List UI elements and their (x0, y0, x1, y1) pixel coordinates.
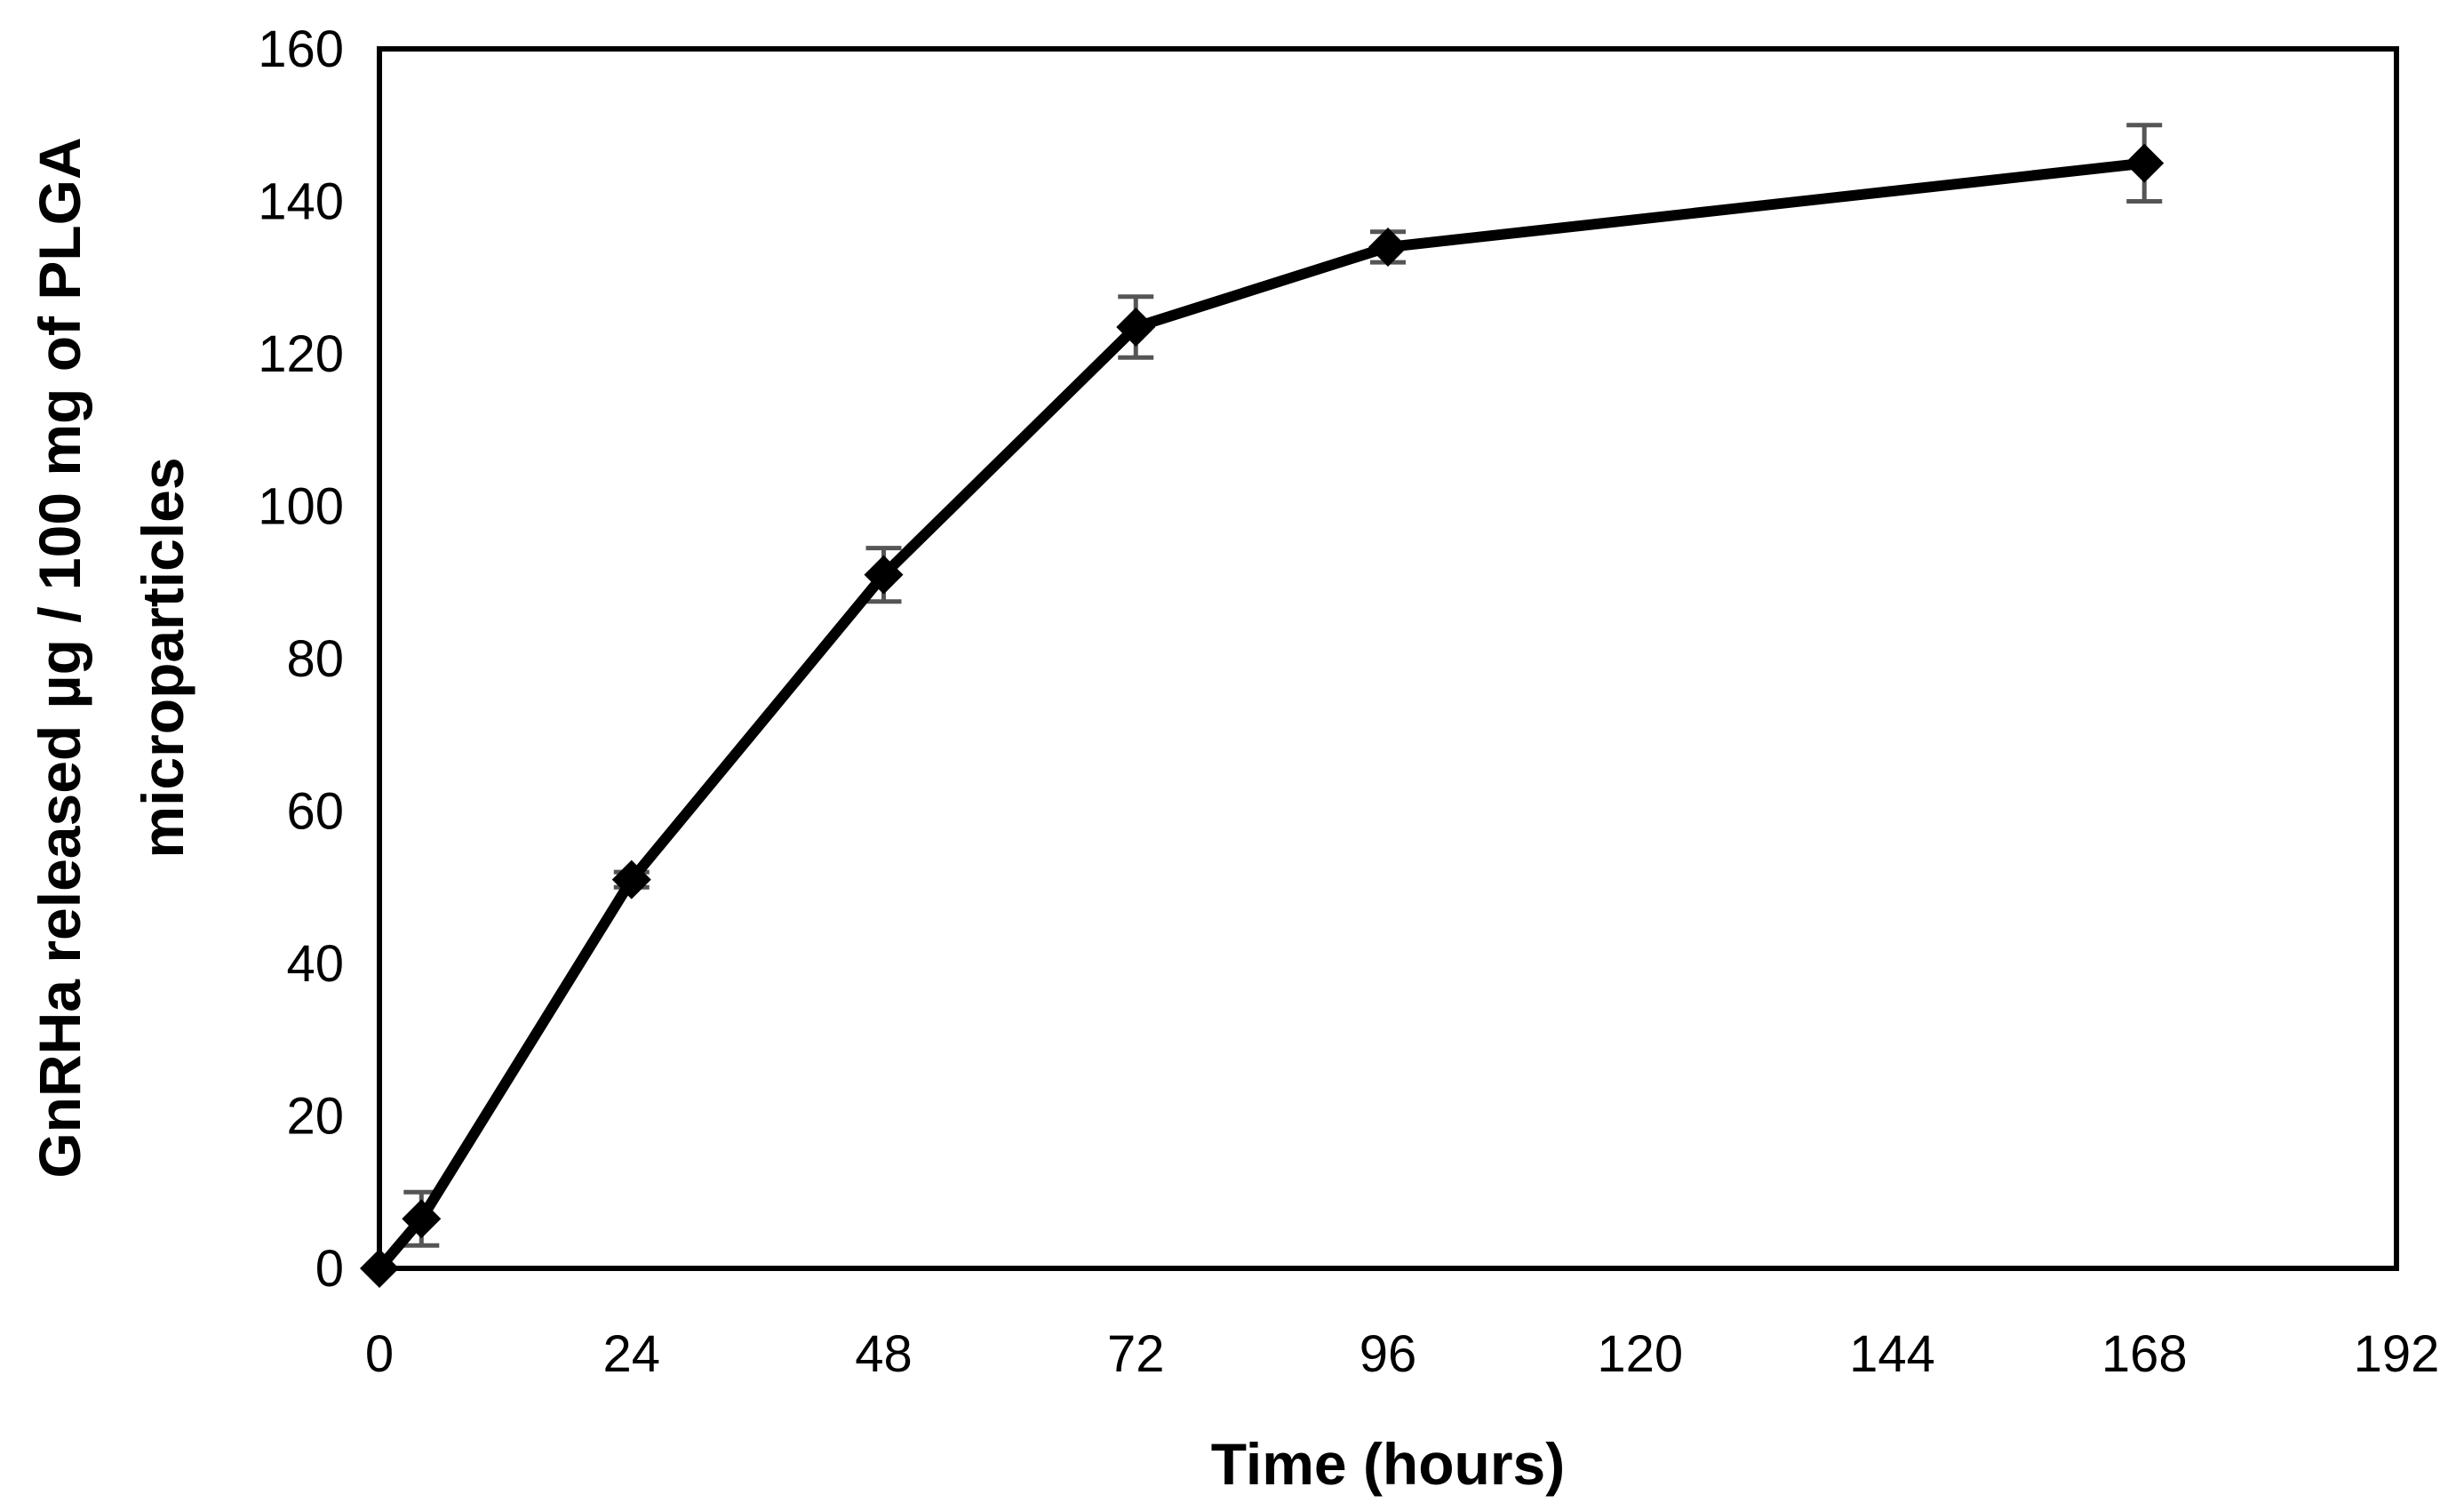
y-tick-label: 140 (258, 173, 344, 231)
x-tick-label: 24 (602, 1325, 660, 1383)
y-tick-label: 100 (258, 478, 344, 536)
data-point (864, 555, 904, 595)
x-axis-title: Time (hours) (1211, 1431, 1565, 1497)
y-axis-title-line-2: microparticles (130, 457, 195, 858)
y-tick-label: 0 (315, 1240, 344, 1298)
y-tick-labels: 0 20 40 60 80 100 120 140 160 (258, 20, 344, 1298)
y-tick-label: 120 (258, 325, 344, 383)
data-markers (360, 143, 2165, 1288)
data-point (360, 1249, 399, 1288)
y-axis-title-line-1: GnRHa released µg / 100 mg of PLGA (27, 137, 92, 1178)
x-tick-label: 72 (1107, 1325, 1165, 1383)
y-tick-label: 160 (258, 20, 344, 78)
x-tick-label: 0 (365, 1325, 394, 1383)
x-tick-label: 144 (1849, 1325, 1935, 1383)
y-axis-title: GnRHa released µg / 100 mg of PLGA micro… (27, 137, 195, 1178)
x-tick-label: 120 (1597, 1325, 1683, 1383)
y-tick-label: 40 (286, 935, 344, 993)
x-tick-label: 48 (855, 1325, 913, 1383)
y-tick-label: 20 (286, 1088, 344, 1146)
x-tick-label: 96 (1360, 1325, 1417, 1383)
data-point (2125, 143, 2165, 183)
y-tick-label: 60 (286, 783, 344, 841)
data-point (1368, 227, 1407, 267)
data-point (1116, 307, 1156, 347)
y-tick-label: 80 (286, 630, 344, 688)
x-tick-label: 192 (2354, 1325, 2440, 1383)
data-point (402, 1199, 442, 1239)
x-tick-label: 168 (2101, 1325, 2188, 1383)
data-point (611, 859, 651, 899)
x-tick-labels: 0 24 48 72 96 120 144 168 192 (365, 1325, 2440, 1383)
